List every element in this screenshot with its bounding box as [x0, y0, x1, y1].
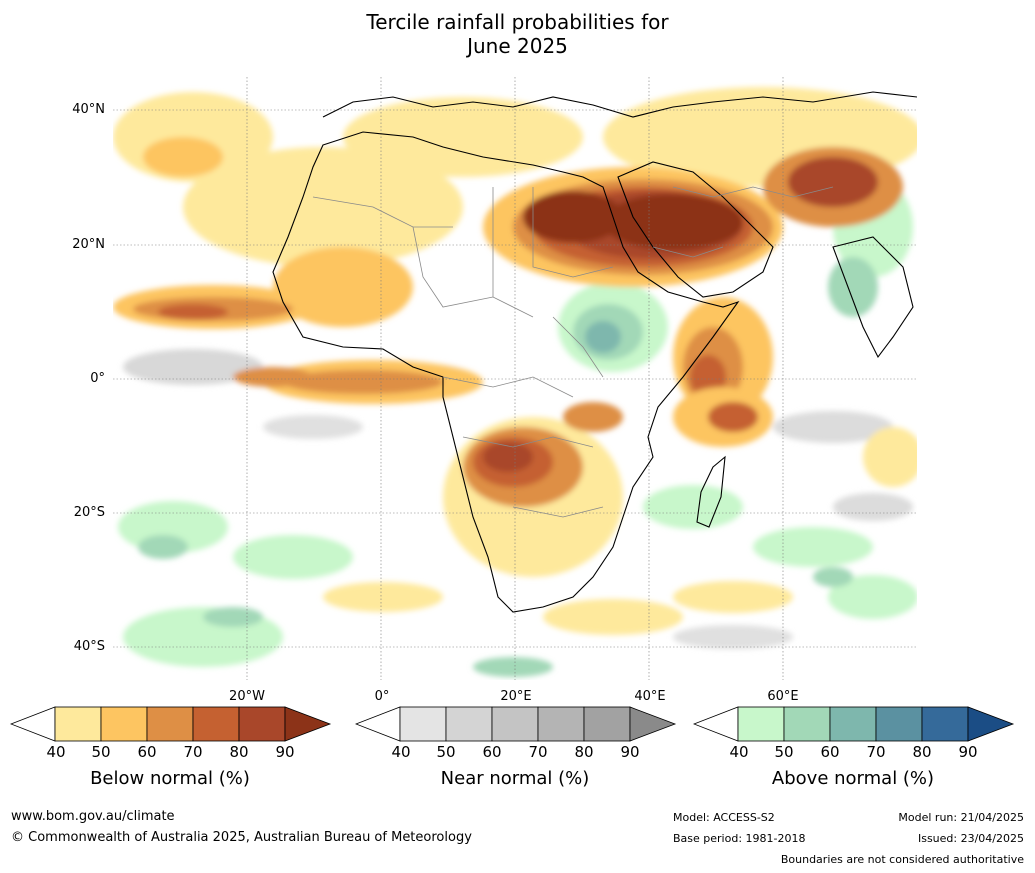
colorbar-swatch — [100, 706, 148, 742]
cbar-tick: 80 — [912, 743, 932, 761]
colorbar-swatch — [54, 706, 102, 742]
colorbar-swatch — [491, 706, 539, 742]
country-borders — [312, 186, 834, 518]
colorbar-over-triangle — [967, 706, 1015, 742]
cbar-tick: 90 — [958, 743, 978, 761]
footer-website[interactable]: www.bom.gov.au/climate — [11, 809, 175, 824]
colorbar-swatch — [192, 706, 240, 742]
map-area[interactable] — [113, 77, 917, 680]
lat-label-40n: 40°N — [72, 102, 105, 117]
probability-field — [113, 87, 917, 677]
cbar-tick: 50 — [91, 743, 111, 761]
colorbar-swatch — [875, 706, 923, 742]
cbar-tick: 80 — [229, 743, 249, 761]
lon-label-40e: 40°E — [634, 689, 666, 704]
india-coastline — [832, 236, 914, 359]
map-title-line2: June 2025 — [467, 34, 568, 58]
lat-label-equator: 0° — [90, 371, 105, 386]
colorbar-below-normal-swatches — [9, 706, 332, 742]
colorbar-swatch — [399, 706, 447, 742]
cbar-tick: 40 — [391, 743, 411, 761]
colorbar-near-title: Near normal (%) — [440, 768, 590, 789]
footer-disclaimer: Boundaries are not considered authoritat… — [780, 853, 1024, 866]
colorbar-swatch — [829, 706, 877, 742]
map-gridlines — [113, 77, 917, 680]
colorbar-above-normal-swatches — [692, 706, 1015, 742]
madagascar-coastline — [696, 455, 726, 528]
colorbar-above-title: Above normal (%) — [771, 768, 935, 789]
cbar-tick: 40 — [46, 743, 66, 761]
cbar-tick: 80 — [574, 743, 594, 761]
map-title-line1: Tercile rainfall probabilities for — [366, 10, 669, 34]
lon-label-0: 0° — [374, 689, 390, 704]
map-title: Tercile rainfall probabilities for June … — [0, 10, 1035, 58]
lon-label-20e: 20°E — [500, 689, 532, 704]
colorbar-over-triangle — [284, 706, 332, 742]
lon-label-20w: 20°W — [229, 689, 265, 704]
colorbar-under-triangle — [9, 706, 56, 742]
cbar-tick: 60 — [482, 743, 502, 761]
colorbar-swatch — [445, 706, 493, 742]
colorbar-swatch — [238, 706, 286, 742]
lat-label-20n: 20°N — [72, 237, 105, 252]
footer-model-run: Model run: 21/04/2025 — [898, 811, 1024, 824]
colorbar-below-title: Below normal (%) — [90, 768, 250, 789]
colorbar-near-normal-swatches — [354, 706, 677, 742]
africa-coastline — [272, 131, 740, 613]
footer-base-period: Base period: 1981-2018 — [673, 832, 806, 845]
cbar-tick: 50 — [436, 743, 456, 761]
cbar-tick: 70 — [866, 743, 886, 761]
cbar-tick: 40 — [729, 743, 749, 761]
footer-model: Model: ACCESS-S2 — [673, 811, 775, 824]
cbar-tick: 60 — [820, 743, 840, 761]
lat-label-40s: 40°S — [73, 639, 105, 654]
colorbar-swatch — [146, 706, 194, 742]
cbar-tick: 50 — [774, 743, 794, 761]
cbar-tick: 90 — [620, 743, 640, 761]
colorbar-over-triangle — [629, 706, 677, 742]
cbar-tick: 90 — [275, 743, 295, 761]
colorbar-above-normal — [692, 705, 1018, 747]
cbar-tick: 70 — [183, 743, 203, 761]
cbar-tick: 70 — [528, 743, 548, 761]
footer-issued: Issued: 23/04/2025 — [917, 832, 1024, 845]
lat-label-20s: 20°S — [73, 505, 105, 520]
colorbar-below-normal — [9, 705, 335, 747]
colorbar-near-normal — [354, 705, 680, 747]
cbar-tick: 60 — [137, 743, 157, 761]
colorbar-under-triangle — [692, 706, 739, 742]
europe-coastline — [322, 91, 917, 118]
rainfall-map — [113, 77, 917, 680]
footer-copyright: © Commonwealth of Australia 2025, Austra… — [11, 830, 472, 845]
colorbar-swatch — [921, 706, 969, 742]
colorbar-swatch — [537, 706, 585, 742]
colorbar-swatch — [737, 706, 785, 742]
lon-label-60e: 60°E — [767, 689, 799, 704]
colorbar-swatch — [583, 706, 631, 742]
colorbar-swatch — [783, 706, 831, 742]
colorbar-under-triangle — [354, 706, 401, 742]
